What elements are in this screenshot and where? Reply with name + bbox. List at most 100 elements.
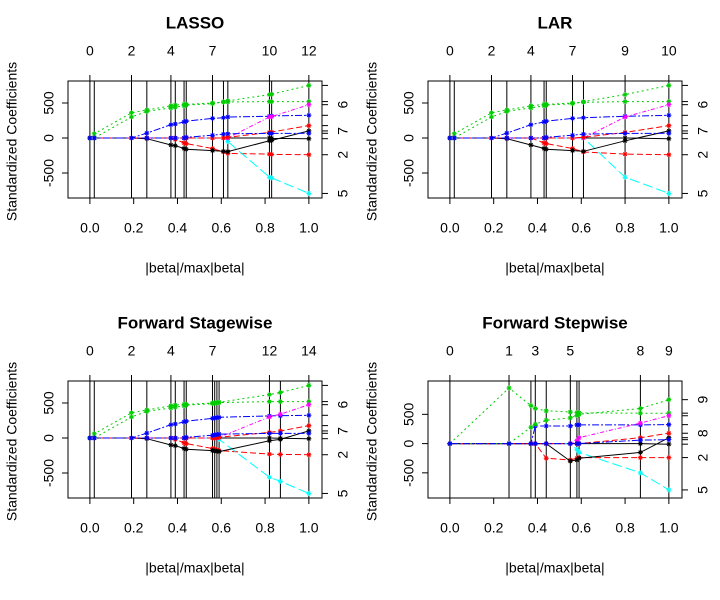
point-marker <box>306 402 312 408</box>
point-marker <box>666 413 672 419</box>
x-tick-label: 0.2 <box>124 220 144 236</box>
point-marker <box>666 441 672 447</box>
top-tick-label: 0 <box>86 343 94 359</box>
point-marker <box>504 135 510 141</box>
point-marker <box>622 99 628 105</box>
point-marker <box>277 389 283 395</box>
point-marker <box>576 449 582 455</box>
point-marker <box>216 434 222 440</box>
point-marker <box>181 445 187 451</box>
point-marker <box>220 99 226 105</box>
coefficient-path <box>449 415 670 445</box>
point-marker <box>168 142 174 148</box>
point-marker <box>266 438 272 444</box>
point-marker <box>172 443 178 449</box>
point-marker <box>172 121 178 127</box>
x-tick-label: 1.0 <box>659 220 679 236</box>
x-axis-label: |beta|/max|beta| <box>505 260 604 276</box>
point-marker <box>570 148 576 154</box>
point-marker <box>210 132 216 138</box>
y-tick-label: -500 <box>401 159 417 187</box>
point-marker <box>576 441 582 447</box>
point-marker <box>528 441 534 447</box>
point-marker <box>266 414 272 420</box>
coefficient-path <box>89 114 309 139</box>
point-marker <box>181 119 187 125</box>
y2-tick-label: 2 <box>335 451 351 459</box>
point-marker <box>181 145 187 151</box>
x-tick-label: 0.6 <box>572 520 592 536</box>
point-marker <box>306 123 312 129</box>
point-marker <box>269 130 275 136</box>
y-tick-label: 500 <box>41 91 57 115</box>
y2-tick-label: 6 <box>335 101 351 109</box>
point-marker <box>172 404 178 410</box>
coefficient-path <box>449 432 669 445</box>
point-marker <box>306 152 312 158</box>
y2-tick-label: 2 <box>695 453 711 461</box>
point-marker <box>666 190 672 196</box>
point-marker <box>216 414 222 420</box>
point-marker <box>144 408 150 414</box>
point-marker <box>181 403 187 409</box>
point-marker <box>216 449 222 455</box>
panel-title: LAR <box>538 13 573 32</box>
point-marker <box>666 422 672 428</box>
point-marker <box>666 99 672 105</box>
point-marker <box>528 135 534 141</box>
point-marker <box>532 405 538 411</box>
point-marker <box>541 119 547 125</box>
point-marker <box>567 415 573 421</box>
top-tick-label: 3 <box>531 343 539 359</box>
panel: LASSO |beta|/max|beta| Standardized Coeffi… <box>4 13 351 275</box>
top-tick-label: 0 <box>86 43 94 59</box>
panel-title: Forward Stepwise <box>482 313 627 332</box>
point-marker <box>129 110 134 116</box>
panel-title: Forward Stagewise <box>118 313 273 332</box>
x-tick-label: 0.4 <box>168 520 188 536</box>
point-marker <box>266 399 272 405</box>
y-tick-label: 0 <box>401 439 417 447</box>
point-marker <box>183 134 189 140</box>
point-marker <box>168 135 174 141</box>
point-marker <box>172 104 178 110</box>
top-tick-label: 1 <box>505 343 513 359</box>
point-marker <box>168 442 174 448</box>
point-marker <box>541 140 547 146</box>
point-marker <box>622 135 628 141</box>
point-marker <box>567 441 573 447</box>
point-marker <box>91 131 97 137</box>
top-tick-label: 12 <box>262 343 278 359</box>
x-tick-label: 0.4 <box>168 220 188 236</box>
point-marker <box>183 418 189 424</box>
point-marker <box>129 135 134 141</box>
point-marker <box>528 424 534 430</box>
point-marker <box>543 118 549 124</box>
top-tick-label: 9 <box>621 43 629 59</box>
x-tick-label: 0.0 <box>440 520 460 536</box>
point-marker <box>172 143 178 149</box>
point-marker <box>277 430 283 436</box>
point-marker <box>129 435 134 441</box>
coefficient-path <box>89 132 309 139</box>
point-marker <box>574 438 580 444</box>
point-marker <box>306 423 312 429</box>
point-marker <box>183 141 189 147</box>
y-tick-label: 0 <box>41 434 57 442</box>
point-marker <box>570 132 576 138</box>
point-marker <box>489 110 494 116</box>
y2-tick-label: 8 <box>695 429 711 437</box>
point-marker <box>451 131 457 137</box>
y2-tick-label: 2 <box>335 151 351 159</box>
y2-tick-label: 6 <box>695 101 711 109</box>
point-marker <box>637 420 643 426</box>
point-marker <box>220 115 226 121</box>
point-marker <box>666 410 672 416</box>
point-marker <box>567 409 573 415</box>
coefficient-path <box>449 387 669 444</box>
point-marker <box>576 455 582 461</box>
point-marker <box>666 123 672 129</box>
point-marker <box>144 430 150 436</box>
y-tick-label: -500 <box>41 459 57 487</box>
